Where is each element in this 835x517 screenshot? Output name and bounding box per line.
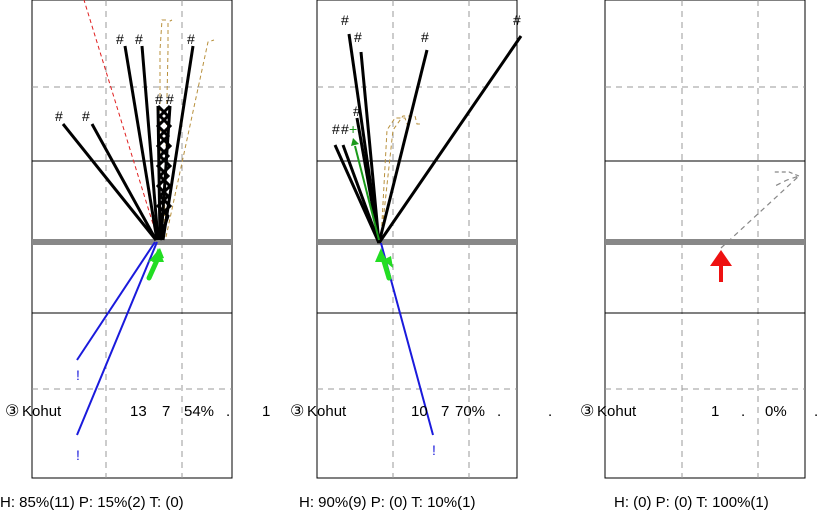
hit-line bbox=[90, 123, 158, 241]
red-arrow-icon bbox=[710, 250, 732, 282]
stat-value: . bbox=[497, 403, 501, 420]
hit-line bbox=[123, 45, 159, 241]
plus-mark: + bbox=[349, 121, 357, 137]
stat-value: 13 bbox=[130, 403, 147, 420]
circled-number-icon: ③ bbox=[290, 401, 304, 420]
hit-line bbox=[140, 45, 160, 241]
stat-value: . bbox=[814, 403, 818, 420]
stat-value: 10 bbox=[411, 403, 428, 420]
stat-value: 54% bbox=[184, 403, 214, 420]
summary-line: H: (0) P: (0) T: 100%(1) bbox=[614, 494, 769, 511]
stat-value: 1 bbox=[711, 403, 719, 420]
hit-line bbox=[377, 35, 523, 244]
walk-mark: ! bbox=[76, 367, 80, 383]
hit-mark: # bbox=[421, 29, 429, 45]
green-trajectory bbox=[354, 145, 380, 241]
hit-line bbox=[61, 123, 158, 241]
hit-line bbox=[341, 144, 381, 244]
hit-mark: # bbox=[353, 103, 361, 119]
circled-number-icon: ③ bbox=[580, 401, 594, 420]
hit-mark: # bbox=[354, 29, 362, 45]
spray-panel-2: # # # # # # # + ! ③ Kohut 10 7 70% . . H… bbox=[287, 0, 552, 517]
walk-mark: ! bbox=[76, 447, 80, 463]
arrow-head bbox=[351, 138, 359, 146]
walk-line bbox=[76, 241, 158, 436]
hit-line bbox=[359, 51, 381, 244]
stat-value: . bbox=[548, 403, 552, 420]
zigzag-line bbox=[155, 104, 171, 241]
summary-line: H: 90%(9) P: (0) T: 10%(1) bbox=[299, 494, 476, 511]
foul-line bbox=[83, 0, 158, 238]
hit-mark: # bbox=[513, 12, 521, 28]
stat-value: 7 bbox=[162, 403, 170, 420]
stat-value: . bbox=[226, 403, 230, 420]
hit-mark: # bbox=[341, 121, 349, 137]
stat-value: . bbox=[741, 403, 745, 420]
stat-value: 1 bbox=[262, 403, 270, 420]
stat-value: 7 bbox=[441, 403, 449, 420]
player-name: Kohut bbox=[597, 403, 637, 420]
walk-line bbox=[76, 241, 156, 361]
hit-mark: # bbox=[166, 91, 174, 107]
spray-chart-2: # # # # # # # + ! ③ Kohut 10 7 70% . . bbox=[290, 0, 552, 479]
player-name: Kohut bbox=[307, 403, 347, 420]
hit-mark: # bbox=[187, 31, 195, 47]
spray-panel-3: ③ Kohut 1 . 0% . H: (0) P: (0) T: 100%(1… bbox=[577, 0, 818, 517]
dashed-trajectory bbox=[773, 171, 800, 177]
green-arrow-icon bbox=[375, 248, 393, 281]
hit-mark: # bbox=[155, 91, 163, 107]
green-arrow-icon bbox=[146, 248, 164, 281]
dashed-trajectory bbox=[380, 115, 421, 241]
hit-lines bbox=[333, 33, 523, 244]
hit-mark: # bbox=[341, 12, 349, 28]
hit-mark: # bbox=[82, 108, 90, 124]
zigzag-line bbox=[157, 104, 173, 241]
hit-mark: # bbox=[55, 108, 63, 124]
player-name: Kohut bbox=[22, 403, 62, 420]
walk-mark: ! bbox=[432, 442, 436, 458]
spray-panel-1: # # # # # # # ! ! ③ Kohut 13 7 54% . 1 H… bbox=[0, 0, 270, 517]
hit-mark: # bbox=[116, 31, 124, 47]
hit-line bbox=[377, 49, 429, 244]
stat-value: 70% bbox=[455, 403, 485, 420]
dashed-trajectory bbox=[720, 175, 800, 249]
spray-chart-3: ③ Kohut 1 . 0% . bbox=[580, 0, 818, 479]
circled-number-icon: ③ bbox=[5, 401, 19, 420]
stat-value: 0% bbox=[765, 403, 787, 420]
spray-chart-1: # # # # # # # ! ! ③ Kohut 13 7 54% . 1 bbox=[5, 0, 270, 479]
dashed-trajectory bbox=[165, 39, 215, 238]
hit-mark: # bbox=[332, 121, 340, 137]
hit-mark: # bbox=[135, 31, 143, 47]
summary-line: H: 85%(11) P: 15%(2) T: (0) bbox=[0, 494, 184, 511]
